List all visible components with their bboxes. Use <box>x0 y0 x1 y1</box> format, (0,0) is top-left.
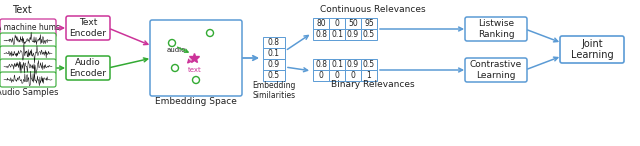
Text: 0.5: 0.5 <box>363 30 375 39</box>
Bar <box>345 18 361 29</box>
FancyBboxPatch shape <box>465 17 527 41</box>
Bar <box>329 59 345 70</box>
Bar <box>345 70 361 81</box>
Text: Embedding Space: Embedding Space <box>155 97 237 106</box>
FancyBboxPatch shape <box>150 20 242 96</box>
Bar <box>361 29 377 40</box>
Bar <box>345 29 361 40</box>
Text: Embedding
Similarities: Embedding Similarities <box>252 81 296 100</box>
FancyBboxPatch shape <box>0 19 56 37</box>
Bar <box>329 29 345 40</box>
Text: text: text <box>188 67 202 73</box>
FancyBboxPatch shape <box>560 36 624 63</box>
Text: 0: 0 <box>351 71 355 80</box>
Bar <box>361 18 377 29</box>
Bar <box>263 59 285 70</box>
Text: 0: 0 <box>335 71 339 80</box>
Text: Continuous Relevances: Continuous Relevances <box>320 5 426 14</box>
Text: 0.5: 0.5 <box>363 60 375 69</box>
Bar <box>263 70 285 81</box>
Text: Listwise
Ranking: Listwise Ranking <box>477 19 515 39</box>
Bar <box>313 18 329 29</box>
Text: 0.8: 0.8 <box>315 30 327 39</box>
Text: 95: 95 <box>364 19 374 28</box>
Bar <box>263 48 285 59</box>
FancyBboxPatch shape <box>0 33 56 48</box>
FancyBboxPatch shape <box>66 16 110 40</box>
Bar <box>313 70 329 81</box>
Text: A machine hums: A machine hums <box>0 24 60 33</box>
Text: 0.1: 0.1 <box>268 49 280 58</box>
Bar <box>313 29 329 40</box>
Bar <box>345 59 361 70</box>
Text: 0.5: 0.5 <box>268 71 280 80</box>
Text: 0.9: 0.9 <box>347 30 359 39</box>
Bar <box>263 37 285 48</box>
Bar <box>329 70 345 81</box>
Text: 0.1: 0.1 <box>331 30 343 39</box>
Text: Audio
Encoder: Audio Encoder <box>70 58 106 78</box>
Bar <box>361 59 377 70</box>
Text: 0.9: 0.9 <box>268 60 280 69</box>
Text: 0: 0 <box>335 19 339 28</box>
Bar <box>313 59 329 70</box>
Text: 0: 0 <box>319 71 323 80</box>
Text: 0.1: 0.1 <box>331 60 343 69</box>
Text: 0.8: 0.8 <box>268 38 280 47</box>
FancyBboxPatch shape <box>465 58 527 82</box>
Bar <box>361 70 377 81</box>
Text: Text: Text <box>12 5 32 15</box>
Text: 0.9: 0.9 <box>347 60 359 69</box>
Text: Contrastive
Learning: Contrastive Learning <box>470 60 522 80</box>
Text: 80: 80 <box>316 19 326 28</box>
Text: Joint
Learning: Joint Learning <box>571 39 613 60</box>
Text: audio: audio <box>167 47 186 53</box>
Bar <box>329 18 345 29</box>
Text: 0.8: 0.8 <box>315 60 327 69</box>
Text: Audio Samples: Audio Samples <box>0 88 58 97</box>
FancyBboxPatch shape <box>66 56 110 80</box>
Text: Text
Encoder: Text Encoder <box>70 18 106 38</box>
Text: 1: 1 <box>367 71 371 80</box>
FancyBboxPatch shape <box>0 59 56 74</box>
Text: 50: 50 <box>348 19 358 28</box>
FancyBboxPatch shape <box>0 46 56 61</box>
Text: Binary Relevances: Binary Relevances <box>331 80 415 89</box>
FancyBboxPatch shape <box>0 72 56 87</box>
